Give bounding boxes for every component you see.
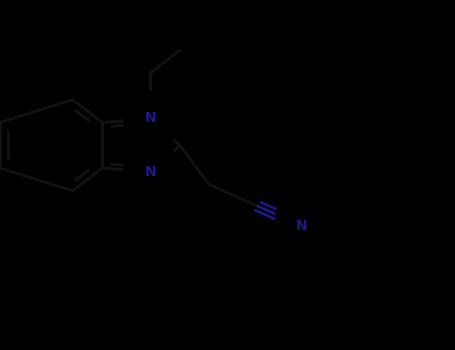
Text: N: N [144,112,156,126]
Text: N: N [296,219,308,233]
Text: N: N [144,165,156,179]
